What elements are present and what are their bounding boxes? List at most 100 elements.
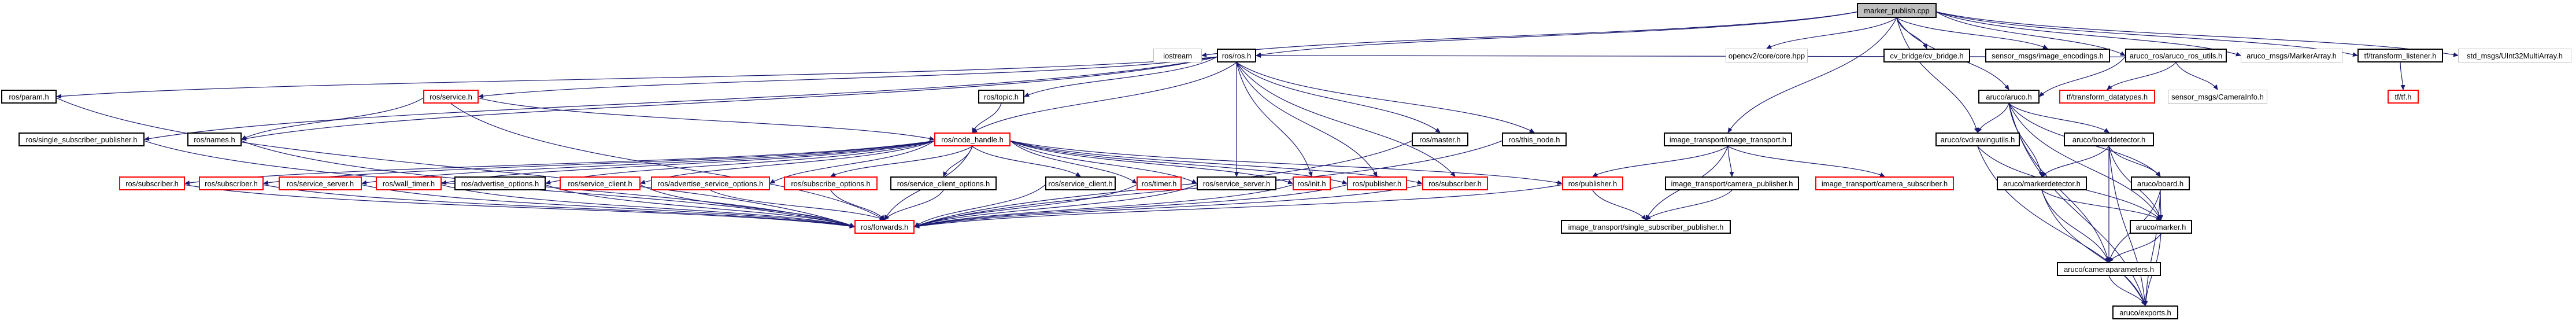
- graph-node-subopts[interactable]: ros/subscribe_options.h: [784, 176, 878, 190]
- include-edge: [361, 184, 855, 229]
- include-edge: [2108, 146, 2148, 306]
- graph-node-cvdraw[interactable]: aruco/cvdrawingutils.h: [1935, 132, 2020, 146]
- include-edge: [545, 140, 935, 185]
- include-edge: [2143, 190, 2161, 306]
- graph-node-topic[interactable]: ros/topic.h: [978, 90, 1024, 104]
- graph-node-arucoh[interactable]: aruco/aruco.h: [1978, 90, 2040, 104]
- include-edge: [478, 56, 1217, 99]
- graph-node-mdet[interactable]: aruco/markerdetector.h: [1997, 176, 2087, 190]
- include-edge: [1766, 17, 1897, 49]
- graph-node-camsub[interactable]: image_transport/camera_subscriber.h: [1815, 176, 1954, 190]
- include-edge: [2008, 103, 2162, 220]
- graph-node-utils[interactable]: aruco_ros/aruco_ros_utils.h: [2125, 49, 2227, 62]
- include-edge: [2107, 62, 2177, 90]
- include-edge: [1236, 62, 1441, 133]
- graph-node-imgtrans[interactable]: image_transport/image_transport.h: [1664, 132, 1792, 146]
- graph-node-init[interactable]: ros/init.h: [1293, 176, 1331, 190]
- include-edge: [1010, 140, 1348, 185]
- graph-node-rosh[interactable]: ros/ros.h: [1217, 49, 1256, 62]
- include-edge: [972, 62, 1237, 133]
- graph-node-walltimer[interactable]: ros/wall_timer.h: [376, 176, 442, 190]
- include-edge: [2041, 146, 2109, 177]
- include-edge: [184, 184, 855, 229]
- graph-node-sc_a[interactable]: ros/service_client.h: [560, 176, 641, 190]
- graph-node-timer[interactable]: ros/timer.h: [1137, 176, 1182, 190]
- include-edge: [441, 140, 935, 185]
- graph-node-thisnode[interactable]: ros/this_node.h: [1502, 132, 1567, 146]
- graph-node-param[interactable]: ros/param.h: [1, 90, 57, 104]
- graph-node-ss_b[interactable]: ros/service_server.h: [1197, 176, 1276, 190]
- include-edge: [1977, 103, 2009, 133]
- graph-node-markerarray: aruco_msgs/MarkerArray.h: [2241, 49, 2342, 62]
- include-edge: [450, 103, 885, 220]
- graph-node-names[interactable]: ros/names.h: [187, 132, 242, 146]
- graph-node-exports[interactable]: aruco/exports.h: [2112, 305, 2178, 319]
- include-edge: [2175, 62, 2218, 90]
- graph-node-tflistener[interactable]: tf/transform_listener.h: [2357, 49, 2443, 62]
- include-edge: [2108, 275, 2146, 306]
- graph-node-nodehandle[interactable]: ros/node_handle.h: [934, 132, 1011, 146]
- include-edge: [2108, 146, 2161, 177]
- graph-node-forwards[interactable]: ros/forwards.h: [854, 220, 915, 234]
- include-edge: [56, 97, 855, 228]
- graph-node-camparams[interactable]: aruco/cameraparameters.h: [2057, 262, 2161, 276]
- include-edge: [914, 184, 1423, 229]
- include-edge: [263, 184, 855, 229]
- include-edge: [2108, 233, 2162, 263]
- graph-node-tfh[interactable]: tf/tf.h: [2388, 90, 2419, 104]
- include-edge: [914, 184, 1293, 228]
- include-edge: [1010, 140, 1423, 185]
- graph-node-service[interactable]: ros/service.h: [423, 90, 479, 104]
- graph-node-imgenc[interactable]: sensor_msgs/image_encodings.h: [1985, 49, 2110, 62]
- graph-node-bdet[interactable]: aruco/boarddetector.h: [2064, 132, 2154, 146]
- include-edge: [2041, 190, 2162, 220]
- include-edge: [1727, 146, 1885, 177]
- graph-node-campub[interactable]: image_transport/camera_publisher.h: [1665, 176, 1799, 190]
- include-edge: [914, 184, 1046, 227]
- include-edge: [710, 190, 885, 220]
- graph-node-sub_a[interactable]: ros/subscriber.h: [119, 176, 185, 190]
- include-edge: [914, 184, 1563, 229]
- include-edge: [2008, 103, 2109, 133]
- include-edge: [2041, 190, 2109, 263]
- graph-node-board[interactable]: aruco/board.h: [2131, 176, 2190, 190]
- include-edge: [241, 56, 1217, 141]
- include-edge: [640, 184, 855, 227]
- graph-node-cvbridge[interactable]: cv_bridge/cv_bridge.h: [1883, 49, 1970, 62]
- include-edge: [1201, 12, 1857, 57]
- include-edge: [1936, 12, 2358, 57]
- include-edge: [545, 184, 855, 228]
- include-edge: [441, 184, 855, 229]
- graph-node-sub_b[interactable]: ros/subscriber.h: [199, 176, 264, 190]
- include-edge: [144, 56, 1217, 141]
- graph-node-advsvcopts[interactable]: ros/advertise_service_options.h: [651, 176, 770, 190]
- graph-node-scopts[interactable]: ros/service_client_options.h: [890, 176, 997, 190]
- include-edge: [830, 146, 973, 177]
- graph-node-iostream: iostream: [1153, 49, 1202, 62]
- include-edge: [263, 140, 935, 185]
- include-edge: [1896, 17, 1927, 49]
- include-edge: [1727, 146, 1734, 177]
- graph-node-sub_c[interactable]: ros/subscriber.h: [1422, 176, 1488, 190]
- graph-node-pub_a[interactable]: ros/publisher.h: [1347, 176, 1407, 190]
- graph-node-sc_b[interactable]: ros/service_client.h: [1045, 176, 1116, 190]
- graph-node-sspub[interactable]: image_transport/single_subscriber_publis…: [1561, 220, 1731, 234]
- graph-node-marker[interactable]: aruco/marker.h: [2130, 220, 2192, 234]
- graph-node-tfdata[interactable]: tf/transform_datatypes.h: [2059, 90, 2155, 104]
- graph-node-master[interactable]: ros/master.h: [1412, 132, 1468, 146]
- include-edge: [2008, 103, 2044, 177]
- graph-node-advopts[interactable]: ros/advertise_options.h: [454, 176, 546, 190]
- include-edge: [1936, 12, 2241, 57]
- graph-node-pub_b[interactable]: ros/publisher.h: [1562, 176, 1623, 190]
- graph-node-ssp[interactable]: ros/single_subscriber_publisher.h: [18, 132, 145, 146]
- include-edge: [1024, 56, 1217, 97]
- include-edge: [1010, 140, 1563, 185]
- include-edge: [1010, 140, 1137, 184]
- include-edge: [2039, 57, 2126, 97]
- include-edge: [1592, 146, 1729, 177]
- include-edge: [943, 146, 973, 177]
- graph-node-root: marker_publish.cpp: [1857, 3, 1937, 18]
- graph-node-ss_a[interactable]: ros/service_server.h: [279, 176, 362, 190]
- include-edge: [914, 184, 1137, 227]
